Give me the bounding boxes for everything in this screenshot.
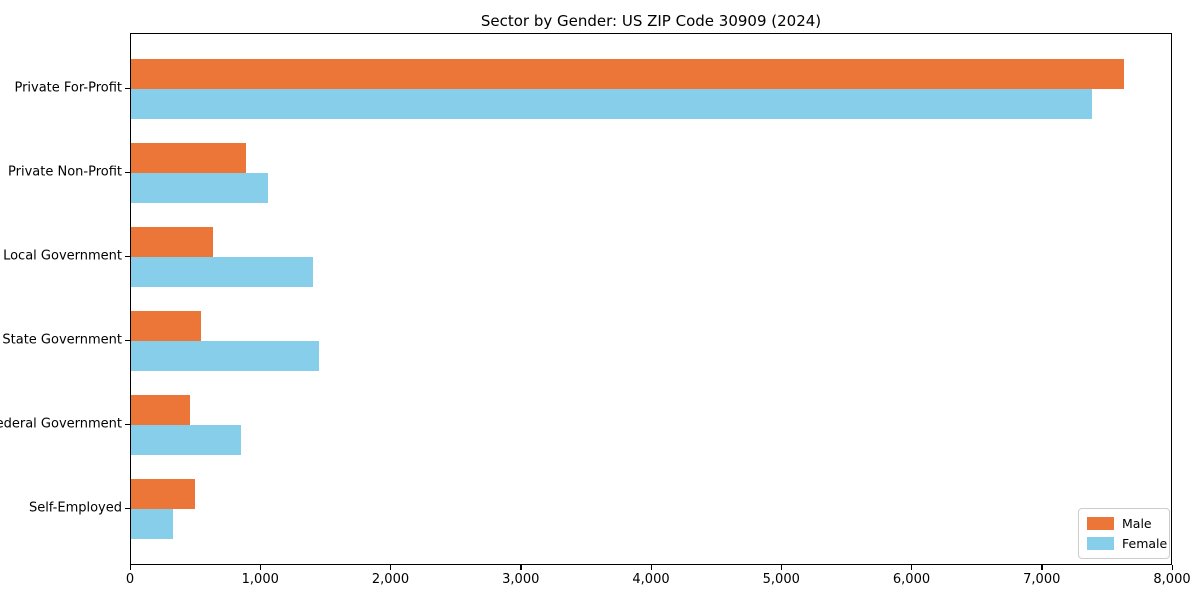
xtick-mark-7000 <box>1041 565 1043 570</box>
ytick-label-federal-government: Federal Government <box>0 416 122 432</box>
bar-female-private-non-profit <box>131 173 268 203</box>
bar-female-self-employed <box>131 509 173 539</box>
plot-area: Male Female <box>130 33 1172 565</box>
ytick-mark-local-government <box>125 255 130 257</box>
xtick-label-3000: 3,000 <box>502 572 540 587</box>
bar-male-private-for-profit <box>131 59 1124 89</box>
xtick-mark-4000 <box>650 565 652 570</box>
chart-title: Sector by Gender: US ZIP Code 30909 (202… <box>480 12 822 30</box>
male-legend-swatch <box>1087 517 1114 530</box>
xtick-mark-1000 <box>259 565 262 570</box>
legend: Male Female <box>1078 508 1170 559</box>
male-legend-label: Male <box>1122 516 1152 531</box>
ytick-mark-private-for-profit <box>125 87 130 89</box>
bar-female-state-government <box>131 341 319 371</box>
bar-female-local-government <box>131 257 314 287</box>
bar-male-private-non-profit <box>131 143 246 173</box>
ytick-mark-state-government <box>125 339 130 341</box>
bar-male-self-employed <box>131 479 195 509</box>
xtick-mark-8000 <box>1171 565 1173 570</box>
xtick-label-2000: 2,000 <box>371 572 410 587</box>
bar-female-private-for-profit <box>131 89 1093 119</box>
xtick-label-8000: 8,000 <box>1153 572 1191 587</box>
legend-item-female: Female <box>1087 536 1167 551</box>
female-legend-swatch <box>1087 537 1114 550</box>
ytick-mark-self-employed <box>125 507 130 509</box>
ytick-label-local-government: Local Government <box>3 248 122 264</box>
xtick-mark-6000 <box>911 565 913 570</box>
xtick-label-6000: 6,000 <box>892 572 931 587</box>
ytick-mark-private-non-profit <box>125 171 130 173</box>
xtick-mark-2000 <box>390 565 392 570</box>
ytick-mark-federal-government <box>125 423 130 425</box>
xtick-label-0: 0 <box>125 572 135 587</box>
xtick-mark-5000 <box>780 565 783 570</box>
xtick-label-4000: 4,000 <box>632 572 670 587</box>
xtick-label-5000: 5,000 <box>762 572 800 587</box>
xtick-mark-3000 <box>520 565 522 570</box>
ytick-label-private-non-profit: Private Non-Profit <box>8 164 122 180</box>
ytick-label-self-employed: Self-Employed <box>28 500 122 516</box>
xtick-label-1000: 1,000 <box>241 572 279 587</box>
bar-female-federal-government <box>131 425 242 455</box>
ytick-label-private-for-profit: Private For-Profit <box>14 80 122 96</box>
legend-item-male: Male <box>1087 516 1160 531</box>
xtick-label-7000: 7,000 <box>1023 572 1061 587</box>
ytick-label-state-government: State Government <box>2 332 122 348</box>
bar-male-state-government <box>131 311 202 341</box>
bar-male-local-government <box>131 227 214 257</box>
bar-male-federal-government <box>131 395 191 425</box>
female-legend-label: Female <box>1122 536 1168 551</box>
xtick-mark-0 <box>129 565 131 570</box>
